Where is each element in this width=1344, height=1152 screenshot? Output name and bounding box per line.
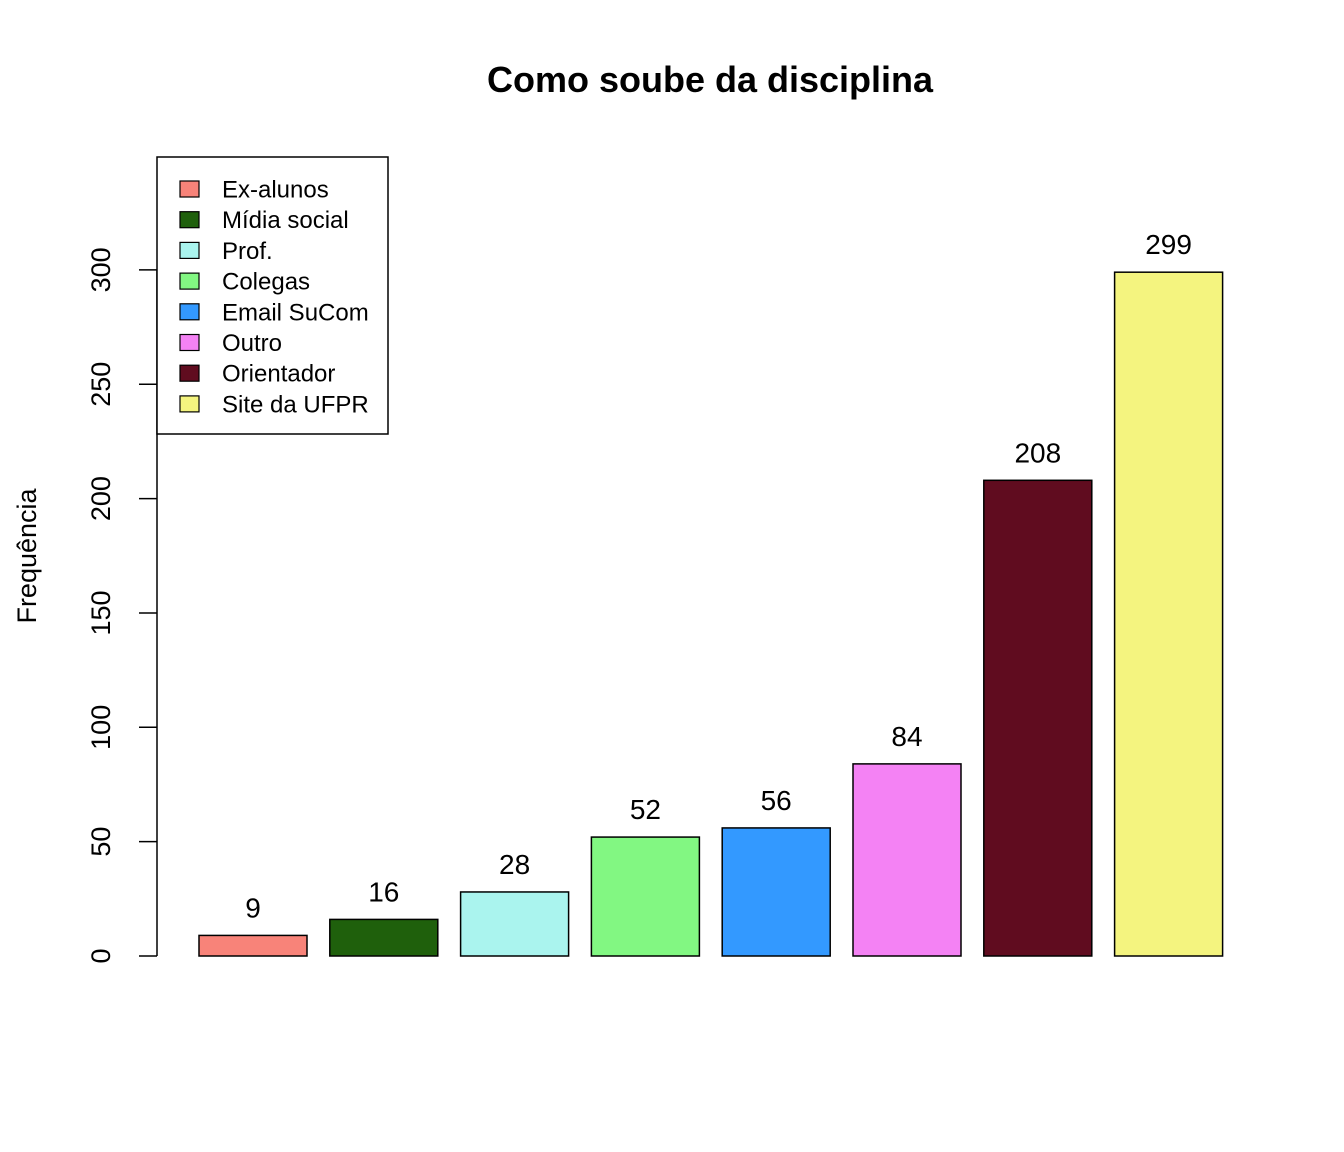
bar-outro xyxy=(852,763,962,957)
y-tick-label: 50 xyxy=(86,827,116,857)
legend: Ex-alunos Mídia social Prof. Colegas Email S… xyxy=(156,156,389,435)
y-axis: 0 50 100 150 200 250 300 xyxy=(86,247,158,964)
legend-entry-label: Ex-alunos xyxy=(222,177,329,204)
bar-labels-group: 9 16 28 52 56 84 208 299 xyxy=(245,229,1192,923)
bars-group xyxy=(198,271,1224,957)
y-tick-label: 200 xyxy=(86,476,116,521)
legend-swatch xyxy=(179,303,200,321)
bar-value-label: 16 xyxy=(368,876,399,907)
legend-swatch xyxy=(179,272,200,290)
legend-swatch xyxy=(179,333,200,352)
legend-swatch xyxy=(179,364,200,382)
legend-entry-label: Prof. xyxy=(222,238,273,265)
bar-colegas xyxy=(590,836,701,957)
bar-site-da-ufpr xyxy=(1113,271,1224,957)
y-tick-label: 250 xyxy=(86,362,116,407)
bar-value-label: 28 xyxy=(499,849,530,880)
legend-entry-label: Mídia social xyxy=(222,207,349,234)
legend-entry-label: Site da UFPR xyxy=(222,391,369,418)
bar-m-dia-social xyxy=(329,918,439,957)
bar-value-label: 299 xyxy=(1145,229,1192,260)
y-tick-label: 100 xyxy=(86,705,116,750)
legend-entry-label: Email SuCom xyxy=(222,299,369,326)
bar-value-label: 208 xyxy=(1014,437,1061,468)
legend-box xyxy=(156,156,389,435)
y-tick-label: 0 xyxy=(86,948,116,963)
legend-entry-label: Colegas xyxy=(222,269,310,296)
bar-prof- xyxy=(459,891,570,957)
y-tick-label: 300 xyxy=(86,247,116,292)
bar-value-label: 9 xyxy=(245,892,261,923)
legend-swatch xyxy=(179,211,200,229)
bar-orientador xyxy=(983,479,1093,957)
y-axis-label: Frequência xyxy=(12,487,42,623)
legend-swatch xyxy=(179,241,200,259)
legend-swatch xyxy=(179,395,200,413)
bar-email-sucom xyxy=(721,827,831,957)
bar-value-label: 56 xyxy=(761,785,792,816)
chart-title: Como soube da disciplina xyxy=(487,59,934,100)
legend-entry-label: Outro xyxy=(222,330,282,357)
y-tick-label: 150 xyxy=(86,590,116,635)
bar-ex-alunos xyxy=(198,934,308,957)
bar-value-label: 84 xyxy=(891,721,922,752)
legend-entry-label: Orientador xyxy=(222,361,335,388)
bar-value-label: 52 xyxy=(630,794,661,825)
legend-swatch xyxy=(179,180,200,198)
